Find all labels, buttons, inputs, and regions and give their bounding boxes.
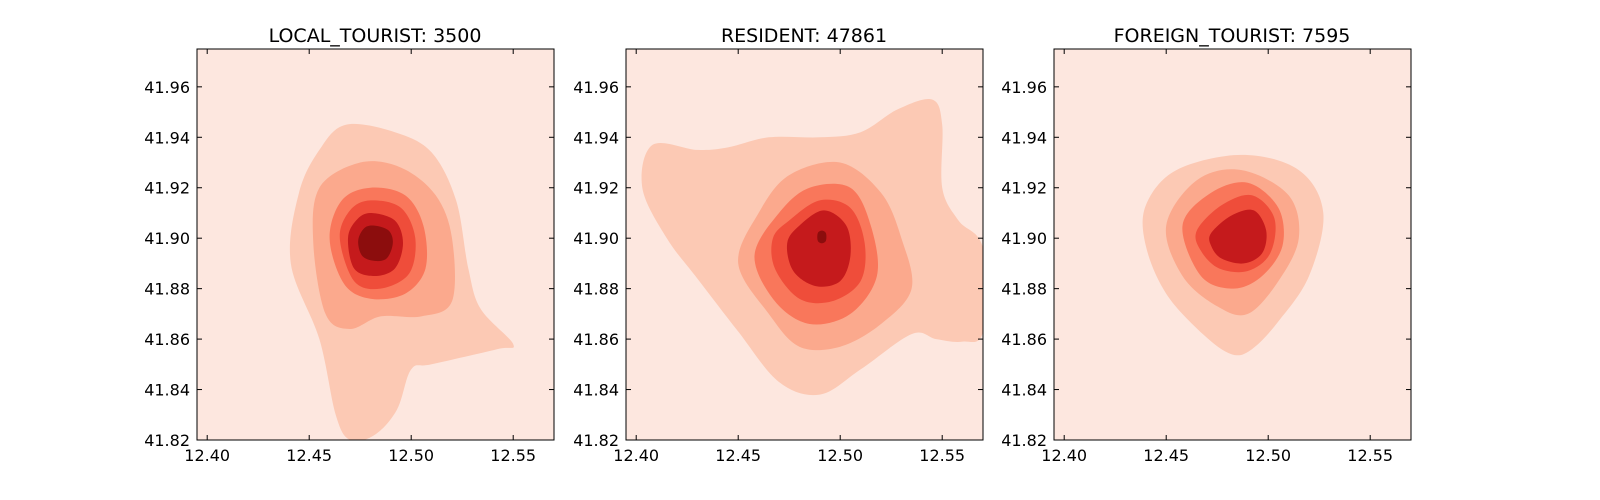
y-tick-label: 41.84 xyxy=(1001,381,1047,400)
axes-frame xyxy=(625,48,984,441)
y-tick-label: 41.90 xyxy=(573,229,619,248)
y-tick-label: 41.96 xyxy=(144,78,190,97)
y-tick-label: 41.84 xyxy=(573,381,619,400)
y-tick-label: 41.86 xyxy=(144,330,190,349)
y-tick-label: 41.94 xyxy=(144,128,190,147)
y-tick-label: 41.84 xyxy=(144,381,190,400)
density-contours xyxy=(641,98,983,396)
axes-frame xyxy=(1053,48,1412,441)
panel-title: FOREIGN_TOURIST: 7595 xyxy=(1114,25,1351,47)
x-tick-label: 12.40 xyxy=(613,446,659,465)
density-contour-level xyxy=(358,225,393,262)
y-tick-label: 41.92 xyxy=(144,179,190,198)
y-tick-label: 41.94 xyxy=(573,128,619,147)
x-tick-label: 12.40 xyxy=(184,446,230,465)
panel-local-tourist: LOCAL_TOURIST: 3500 12.40 12.45 12.50 12.55… xyxy=(144,25,555,465)
density-contour-level xyxy=(1209,209,1267,264)
plot-area: 12.40 12.45 12.50 12.55 41.82 41.84 41.86 41.88… xyxy=(144,48,555,465)
y-tick-label: 41.86 xyxy=(573,330,619,349)
y-tick-label: 41.82 xyxy=(144,431,190,450)
x-tick-label: 12.45 xyxy=(286,446,332,465)
plot-area: 12.40 12.45 12.50 12.55 41.82 41.84 41.86 41.88… xyxy=(573,48,984,465)
panel-title: RESIDENT: 47861 xyxy=(721,25,887,47)
density-contours xyxy=(1142,154,1324,356)
x-tick-label: 12.45 xyxy=(715,446,761,465)
x-tick-label: 12.50 xyxy=(388,446,434,465)
x-tick-label: 12.55 xyxy=(490,446,536,465)
y-tick-label: 41.92 xyxy=(1001,179,1047,198)
x-tick-label: 12.55 xyxy=(919,446,965,465)
density-contour-level xyxy=(786,210,851,287)
density-contours xyxy=(289,123,514,440)
panel-resident: RESIDENT: 47861 12.40 12.45 12.50 12.55 41.8… xyxy=(573,25,984,465)
y-tick-label: 41.88 xyxy=(144,280,190,299)
x-tick-label: 12.40 xyxy=(1041,446,1087,465)
y-tick-label: 41.96 xyxy=(573,78,619,97)
y-tick-label: 41.88 xyxy=(573,280,619,299)
y-tick-label: 41.94 xyxy=(1001,128,1047,147)
panel-title: LOCAL_TOURIST: 3500 xyxy=(269,25,482,47)
y-tick-label: 41.82 xyxy=(1001,431,1047,450)
plot-area: 12.40 12.45 12.50 12.55 41.82 41.84 41.86 41.88… xyxy=(1001,48,1412,465)
x-tick-label: 12.45 xyxy=(1143,446,1189,465)
y-tick-label: 41.90 xyxy=(1001,229,1047,248)
y-tick-label: 41.82 xyxy=(573,431,619,450)
y-tick-label: 41.92 xyxy=(573,179,619,198)
y-tick-label: 41.96 xyxy=(1001,78,1047,97)
y-tick-label: 41.90 xyxy=(144,229,190,248)
x-tick-label: 12.55 xyxy=(1347,446,1393,465)
x-tick-label: 12.50 xyxy=(817,446,863,465)
y-tick-label: 41.88 xyxy=(1001,280,1047,299)
y-tick-label: 41.86 xyxy=(1001,330,1047,349)
panel-foreign-tourist: FOREIGN_TOURIST: 7595 12.40 12.45 12.50 12.… xyxy=(1001,25,1412,465)
density-contour-level xyxy=(817,230,827,244)
x-tick-label: 12.50 xyxy=(1245,446,1291,465)
axes-frame xyxy=(196,48,555,441)
